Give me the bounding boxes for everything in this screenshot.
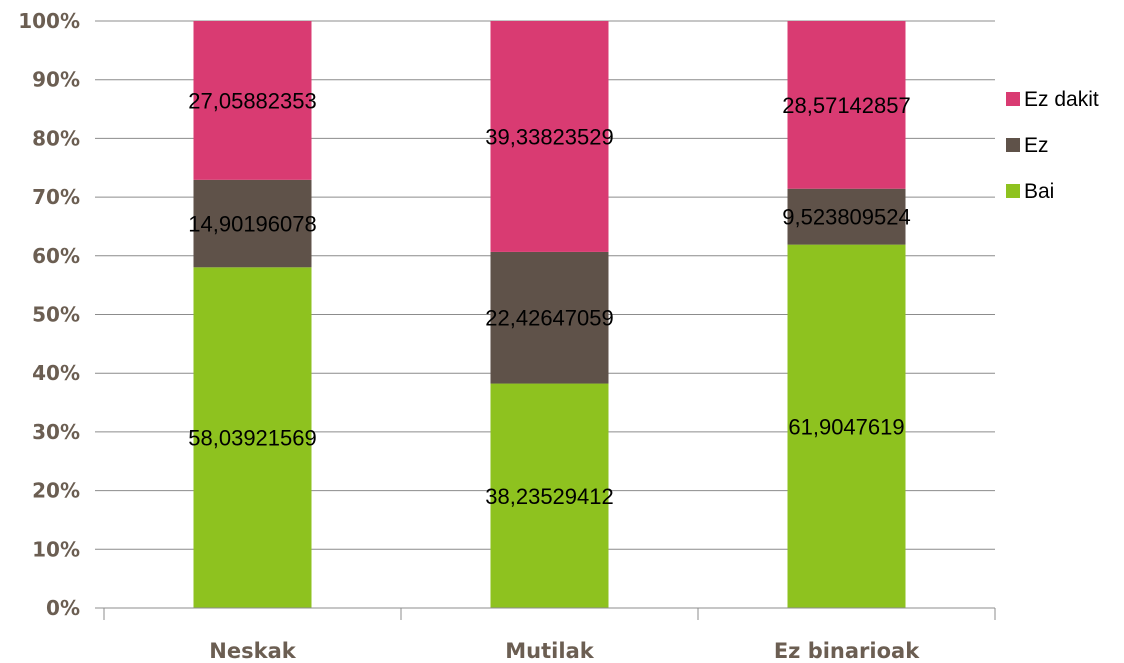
y-tick-label: 30% [32, 420, 80, 444]
bars [193, 21, 906, 608]
data-label: 22,42647059 [485, 306, 613, 331]
data-labels: 58,03921569 14,90196078 27,05882353 38,2352… [188, 88, 910, 508]
bar-segment-bai [787, 244, 906, 608]
data-label: 61,9047619 [788, 414, 904, 439]
bar-segment-bai [193, 267, 312, 608]
x-axis [103, 607, 996, 620]
legend-swatch [1006, 184, 1020, 198]
y-tick-label: 40% [32, 361, 80, 385]
y-tick-label: 20% [32, 479, 80, 503]
x-category-label: Neskak [209, 639, 296, 663]
bar-segment-ez [787, 188, 906, 245]
x-category-label: Mutilak [505, 639, 594, 663]
y-tick-label: 100% [18, 9, 80, 33]
y-tick-label: 90% [32, 68, 80, 92]
bar-segment-ez-dakit [787, 21, 906, 189]
data-label: 28,57142857 [782, 93, 910, 118]
y-axis-ticks: 0% 10% 20% 30% 40% 50% 60% 70% 80% 90% 100% [18, 9, 80, 620]
bar-segment-ez [490, 251, 609, 384]
data-label: 39,33823529 [485, 124, 613, 149]
x-axis-ticks: Neskak Mutilak Ez binarioak [209, 639, 920, 663]
y-tick-label: 10% [32, 537, 80, 561]
y-tick-label: 70% [32, 185, 80, 209]
data-label: 38,23529412 [485, 484, 613, 509]
bar-segment-ez-dakit [193, 21, 312, 180]
bar-segment-ez-dakit [490, 21, 609, 252]
y-tick-label: 80% [32, 126, 80, 150]
y-tick-label: 0% [46, 596, 80, 620]
data-label: 27,05882353 [188, 88, 316, 113]
data-label: 9,523809524 [782, 205, 910, 230]
legend-label: Ez dakit [1024, 88, 1099, 111]
data-label: 58,03921569 [188, 426, 316, 451]
legend-label: Ez [1024, 134, 1049, 157]
y-tick-label: 60% [32, 244, 80, 268]
bar-segment-bai [490, 383, 609, 608]
bar-segment-ez [193, 179, 312, 268]
data-label: 14,90196078 [188, 212, 316, 237]
legend: Ez dakit Ez Bai [1006, 88, 1099, 203]
legend-swatch [1006, 92, 1020, 106]
y-tick-label: 50% [32, 303, 80, 327]
legend-label: Bai [1024, 180, 1054, 203]
legend-swatch [1006, 138, 1020, 152]
x-category-label: Ez binarioak [774, 639, 920, 663]
